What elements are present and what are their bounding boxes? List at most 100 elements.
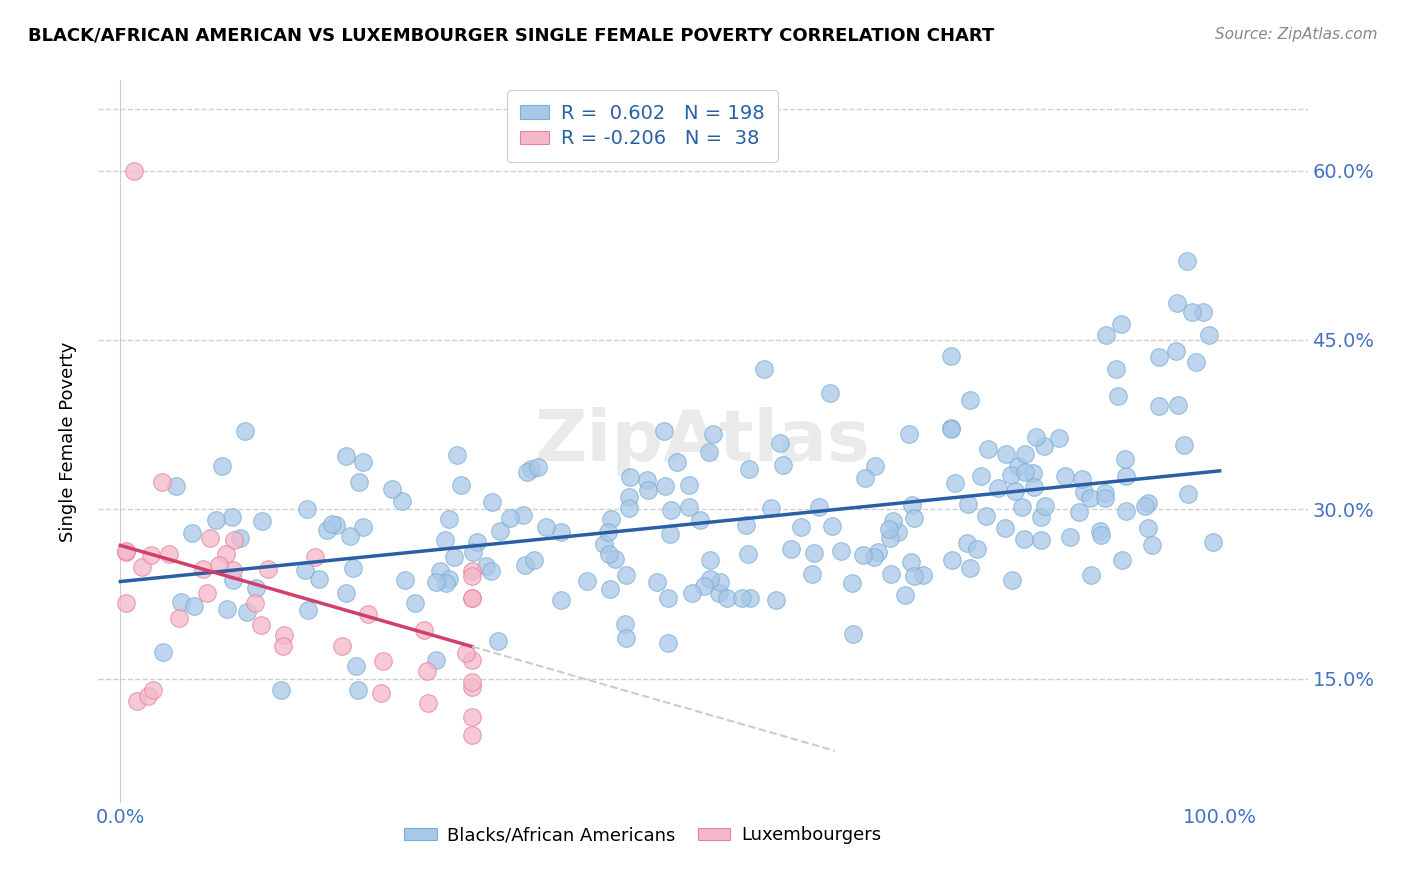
Point — [737, 547, 759, 561]
Point — [180, 525, 202, 540]
Point — [463, 545, 485, 559]
Point — [994, 520, 1017, 534]
Point — [807, 500, 830, 514]
Point — [1133, 500, 1156, 514]
Point — [647, 575, 669, 590]
Point — [131, 560, 153, 574]
Point — [273, 628, 295, 642]
Point — [475, 559, 498, 574]
Point — [636, 474, 658, 488]
Point — [887, 525, 910, 540]
Point — [1115, 504, 1137, 518]
Point — [1071, 472, 1094, 486]
Point — [911, 568, 934, 582]
Point — [294, 563, 316, 577]
Point — [665, 455, 688, 469]
Point — [429, 564, 451, 578]
Point — [381, 482, 404, 496]
Point — [939, 422, 962, 436]
Point — [461, 591, 484, 605]
Point — [304, 549, 326, 564]
Point — [347, 475, 370, 490]
Point — [352, 455, 374, 469]
Point — [974, 508, 997, 523]
Point — [344, 658, 367, 673]
Point — [170, 595, 193, 609]
Point — [765, 592, 787, 607]
Point — [437, 512, 460, 526]
Point — [759, 501, 782, 516]
Point — [394, 573, 416, 587]
Point — [593, 537, 616, 551]
Point — [1022, 480, 1045, 494]
Point — [245, 596, 267, 610]
Point — [454, 646, 477, 660]
Point — [1198, 327, 1220, 342]
Point — [752, 362, 775, 376]
Point — [1192, 304, 1215, 318]
Point — [617, 500, 640, 515]
Point — [941, 553, 963, 567]
Point — [330, 639, 353, 653]
Point — [1147, 399, 1170, 413]
Point — [897, 427, 920, 442]
Point — [321, 516, 343, 531]
Point — [1185, 354, 1208, 368]
Point — [461, 674, 484, 689]
Point — [863, 458, 886, 473]
Point — [852, 549, 875, 563]
Point — [576, 574, 599, 588]
Point — [614, 632, 637, 646]
Point — [1164, 344, 1187, 359]
Point — [842, 627, 865, 641]
Point — [901, 499, 924, 513]
Point — [516, 465, 538, 479]
Point — [1014, 447, 1036, 461]
Point — [252, 514, 274, 528]
Point — [222, 563, 245, 577]
Point — [1073, 484, 1095, 499]
Point — [425, 575, 447, 590]
Point — [637, 483, 659, 498]
Point — [221, 509, 243, 524]
Point — [1000, 468, 1022, 483]
Point — [342, 561, 364, 575]
Point — [1025, 430, 1047, 444]
Point — [681, 585, 703, 599]
Point — [614, 567, 637, 582]
Point — [1109, 317, 1132, 331]
Point — [709, 574, 731, 589]
Point — [446, 449, 468, 463]
Point — [678, 500, 700, 515]
Point — [233, 424, 256, 438]
Point — [271, 639, 294, 653]
Point — [339, 529, 361, 543]
Point — [499, 510, 522, 524]
Point — [316, 523, 339, 537]
Point — [425, 653, 447, 667]
Point — [461, 653, 484, 667]
Point — [841, 576, 863, 591]
Point — [879, 567, 901, 582]
Point — [877, 523, 900, 537]
Point — [443, 549, 465, 564]
Point — [1033, 500, 1056, 514]
Text: Source: ZipAtlas.com: Source: ZipAtlas.com — [1215, 27, 1378, 42]
Point — [956, 535, 979, 549]
Point — [738, 462, 761, 476]
Point — [702, 427, 724, 442]
Point — [520, 462, 543, 476]
Point — [801, 567, 824, 582]
Point — [461, 591, 484, 606]
Point — [346, 682, 368, 697]
Point — [617, 490, 640, 504]
Point — [821, 519, 844, 533]
Point — [731, 591, 754, 606]
Point — [772, 458, 794, 473]
Point — [678, 478, 700, 492]
Point — [297, 603, 319, 617]
Point — [1107, 388, 1129, 402]
Point — [654, 478, 676, 492]
Point — [204, 513, 226, 527]
Point — [550, 525, 572, 540]
